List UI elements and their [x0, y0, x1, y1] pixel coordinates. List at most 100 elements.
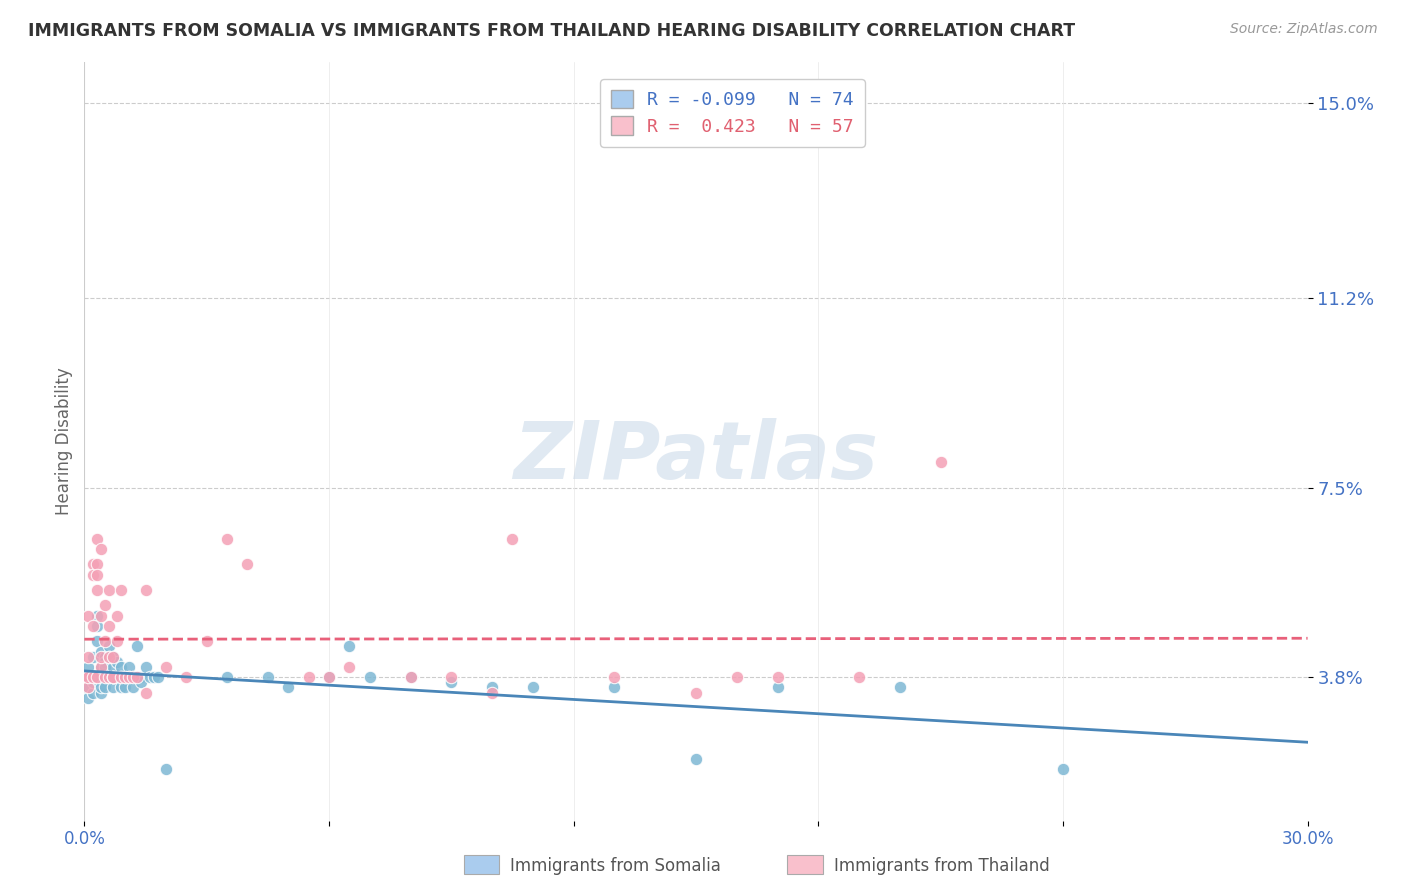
Point [127, 640, 149, 654]
Point [481, 685, 503, 699]
Point [101, 681, 124, 695]
Point [90, 670, 112, 684]
Point [135, 583, 157, 598]
Point [90, 608, 112, 623]
Point [110, 670, 132, 684]
Point [114, 670, 136, 684]
Point [101, 660, 124, 674]
Point [86, 558, 108, 572]
Point [86, 567, 108, 582]
Point [118, 670, 141, 684]
Point [73, 670, 96, 684]
Point [82, 670, 104, 684]
Point [90, 681, 112, 695]
Point [114, 670, 136, 684]
Point [481, 681, 503, 695]
Point [93, 649, 115, 664]
Point [105, 670, 128, 684]
Point [101, 670, 124, 684]
Point [155, 763, 177, 777]
Point [522, 681, 544, 695]
Point [318, 670, 340, 684]
Point [73, 670, 96, 684]
Point [217, 532, 239, 546]
Point [110, 670, 132, 684]
Point [277, 681, 299, 695]
Point [90, 542, 112, 557]
Point [97, 640, 120, 654]
Point [105, 670, 128, 684]
Point [90, 670, 112, 684]
Point [86, 583, 108, 598]
Point [90, 649, 112, 664]
Point [77, 670, 100, 684]
Point [97, 670, 120, 684]
Point [93, 599, 115, 613]
Point [929, 455, 952, 469]
Point [135, 660, 157, 674]
Point [101, 670, 124, 684]
Point [97, 670, 120, 684]
Point [82, 670, 104, 684]
Point [82, 685, 104, 699]
Text: Immigrants from Somalia: Immigrants from Somalia [510, 857, 721, 875]
Point [82, 558, 104, 572]
Point [77, 681, 100, 695]
Point [97, 670, 120, 684]
Point [77, 690, 100, 705]
Point [766, 670, 789, 684]
Point [86, 670, 108, 684]
Point [685, 752, 707, 766]
Point [93, 670, 115, 684]
Point [603, 670, 626, 684]
Point [359, 670, 381, 684]
Point [131, 670, 153, 684]
Legend: R = -0.099   N = 74, R =  0.423   N = 57: R = -0.099 N = 74, R = 0.423 N = 57 [600, 79, 865, 146]
Point [440, 675, 463, 690]
Point [217, 670, 239, 684]
Point [86, 670, 108, 684]
Point [127, 670, 149, 684]
Point [93, 670, 115, 684]
Point [97, 670, 120, 684]
Point [848, 670, 870, 684]
Point [1052, 763, 1074, 777]
Point [146, 670, 169, 684]
Point [93, 655, 115, 669]
Point [339, 660, 361, 674]
Point [97, 649, 120, 664]
Point [195, 634, 218, 648]
Point [122, 681, 145, 695]
Point [86, 634, 108, 648]
Point [90, 660, 112, 674]
Point [725, 670, 748, 684]
Point [105, 608, 128, 623]
Text: Immigrants from Thailand: Immigrants from Thailand [834, 857, 1049, 875]
Point [122, 670, 145, 684]
Point [73, 681, 96, 695]
Point [101, 670, 124, 684]
Point [86, 608, 108, 623]
Point [101, 649, 124, 664]
Point [135, 685, 157, 699]
Text: ZIPatlas: ZIPatlas [513, 417, 879, 496]
Point [90, 685, 112, 699]
Text: Source: ZipAtlas.com: Source: ZipAtlas.com [1230, 22, 1378, 37]
Point [97, 583, 120, 598]
Point [257, 670, 280, 684]
Point [86, 532, 108, 546]
Point [77, 670, 100, 684]
Point [399, 670, 422, 684]
Point [318, 670, 340, 684]
Text: IMMIGRANTS FROM SOMALIA VS IMMIGRANTS FROM THAILAND HEARING DISABILITY CORRELATI: IMMIGRANTS FROM SOMALIA VS IMMIGRANTS FR… [28, 22, 1076, 40]
Point [82, 619, 104, 633]
Point [82, 649, 104, 664]
Point [766, 681, 789, 695]
Point [339, 640, 361, 654]
Point [114, 681, 136, 695]
Point [142, 670, 165, 684]
Point [685, 685, 707, 699]
Point [110, 681, 132, 695]
Point [174, 670, 197, 684]
Point [110, 583, 132, 598]
